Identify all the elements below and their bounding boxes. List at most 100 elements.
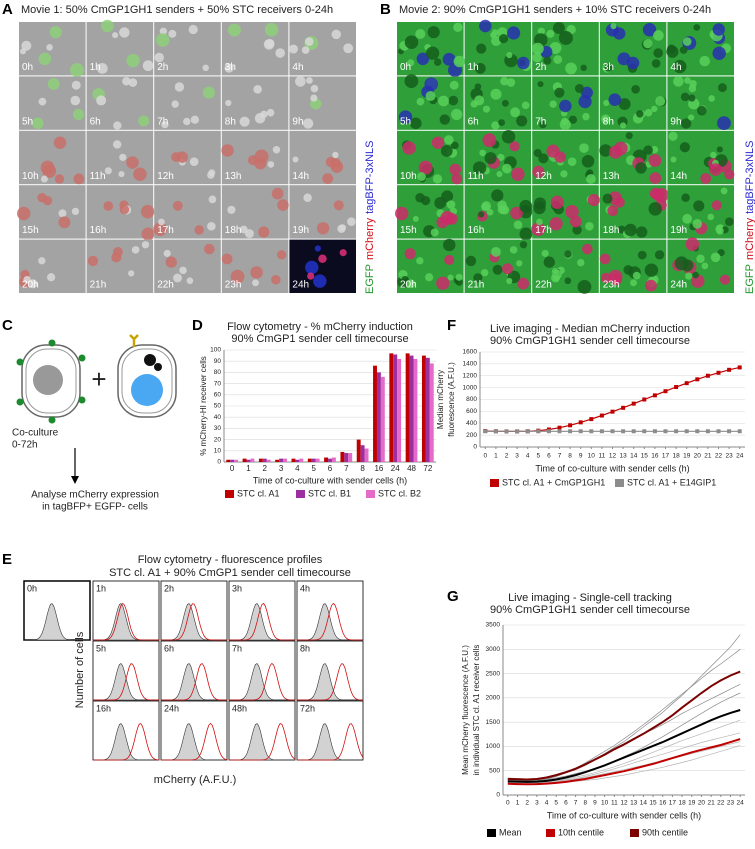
- marker: [663, 429, 668, 434]
- cell: [481, 268, 489, 277]
- cell: [701, 262, 709, 270]
- cell: [409, 117, 422, 130]
- x-tick-label: 4: [526, 453, 530, 460]
- timepoint-label: 5h: [96, 643, 106, 653]
- cell: [119, 27, 130, 38]
- cell: [652, 189, 665, 202]
- x-tick-label: 0: [483, 453, 487, 460]
- frame: [221, 185, 289, 239]
- x-tick-label: 9: [593, 800, 597, 807]
- cell: [619, 122, 627, 129]
- legend-label: STC cl. A1: [237, 488, 280, 498]
- frame-label: 20h: [22, 280, 39, 291]
- timepoint-label: 16h: [96, 703, 111, 713]
- cell: [176, 151, 188, 163]
- cell: [559, 119, 571, 131]
- y-axis-label: Number of cells: [74, 631, 86, 708]
- frame-label: 12h: [535, 171, 552, 182]
- frame: [289, 130, 356, 185]
- bar: [380, 376, 385, 462]
- diagram-c: [16, 334, 177, 484]
- cell: [623, 265, 633, 275]
- sample-histogram: [229, 602, 295, 641]
- frame-label: 8h: [603, 116, 614, 127]
- frame-label: 13h: [603, 171, 620, 182]
- cell: [614, 141, 628, 156]
- bar: [250, 458, 255, 462]
- y-axis-label: in individual STC cl. A1 receiver cells: [472, 645, 481, 776]
- frame-label: 4h: [670, 62, 681, 73]
- cell: [688, 94, 696, 102]
- x-tick-label: 8: [360, 464, 365, 473]
- y-tick-label: 0: [217, 459, 221, 466]
- cell: [126, 156, 139, 169]
- cell: [617, 52, 631, 66]
- cell: [401, 275, 409, 284]
- cell: [716, 146, 723, 153]
- cell: [513, 220, 523, 230]
- cell: [444, 135, 454, 145]
- cell: [156, 33, 170, 47]
- cell: [119, 153, 127, 161]
- y-tick-label: 2500: [486, 670, 501, 677]
- cell: [552, 269, 562, 280]
- cell: [58, 209, 67, 218]
- cell: [553, 22, 565, 34]
- x-tick-label: 3: [279, 464, 284, 473]
- cell: [636, 110, 644, 118]
- x-tick-label: 7: [558, 453, 562, 460]
- receptor-complex: [144, 354, 156, 366]
- cell: [158, 218, 165, 226]
- cell: [398, 110, 413, 124]
- frame-label: 19h: [670, 225, 687, 236]
- x-tick-label: 19: [688, 800, 696, 807]
- cell: [70, 95, 81, 106]
- cell: [122, 77, 131, 86]
- cell: [607, 205, 619, 217]
- bar: [279, 458, 284, 462]
- cell: [685, 272, 693, 280]
- cell: [498, 33, 509, 44]
- cell: [587, 193, 600, 207]
- cell: [16, 206, 31, 221]
- marker: [568, 423, 573, 428]
- frame: [464, 185, 533, 241]
- cell: [539, 120, 547, 129]
- cell: [126, 53, 140, 68]
- cell: [486, 208, 494, 216]
- cell: [161, 120, 169, 129]
- cell: [720, 187, 728, 195]
- frame-label: 7h: [535, 116, 546, 127]
- cell: [188, 24, 198, 35]
- cell: [682, 213, 693, 224]
- x-tick-label: 17: [662, 453, 670, 460]
- cell: [230, 269, 245, 284]
- cell: [631, 84, 640, 94]
- cell: [207, 221, 216, 231]
- cell: [519, 241, 528, 249]
- y-tick-label: 1400: [463, 361, 478, 368]
- frame-label: 2h: [157, 62, 168, 73]
- cell: [154, 52, 164, 63]
- cell: [654, 250, 665, 260]
- cell: [239, 116, 250, 127]
- bar: [262, 458, 267, 462]
- marker: [599, 413, 604, 418]
- cell: [38, 52, 52, 66]
- cell: [697, 105, 707, 116]
- cell: [472, 161, 487, 175]
- channel-label: EGFP mCherry tagBFP-3xNLS: [364, 141, 376, 295]
- x-tick-label: 23: [725, 453, 733, 460]
- cell: [482, 105, 491, 113]
- cell: [267, 161, 275, 168]
- cell: [577, 258, 585, 267]
- cell: [465, 255, 477, 267]
- frame: [531, 185, 600, 239]
- cell: [265, 38, 275, 49]
- cell: [717, 116, 731, 131]
- marker: [684, 381, 689, 386]
- series-line: [507, 738, 741, 786]
- cell: [613, 27, 626, 40]
- bar: [242, 458, 247, 462]
- marker: [642, 397, 647, 402]
